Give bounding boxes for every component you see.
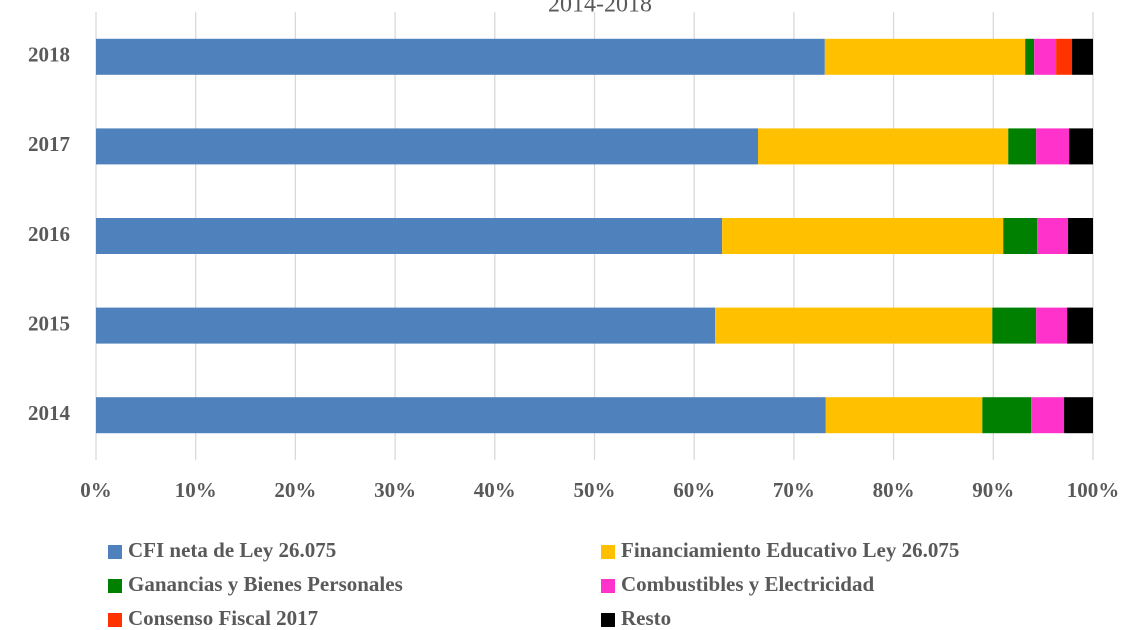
y-tick-label: 2015 bbox=[28, 311, 70, 335]
y-tick-label: 2018 bbox=[28, 43, 70, 67]
bar-segment bbox=[1067, 307, 1093, 344]
y-tick-label: 2014 bbox=[28, 401, 71, 425]
legend-label: Combustibles y Electricidad bbox=[621, 572, 874, 596]
legend-label: CFI neta de Ley 26.075 bbox=[128, 538, 336, 562]
bar-segment bbox=[1037, 218, 1069, 254]
x-tick-label: 50% bbox=[574, 478, 616, 502]
x-tick-label: 20% bbox=[274, 478, 316, 502]
bar-segment bbox=[1036, 307, 1068, 344]
legend-swatch bbox=[108, 545, 122, 559]
bar-segment bbox=[722, 218, 1004, 254]
bar-segment bbox=[1068, 218, 1093, 254]
bar-segment bbox=[96, 397, 826, 434]
x-tick-label: 0% bbox=[80, 478, 112, 502]
legend-label: Resto bbox=[621, 606, 671, 630]
x-tick-label: 40% bbox=[474, 478, 516, 502]
legend-swatch bbox=[601, 613, 615, 627]
bar-segment bbox=[96, 307, 716, 344]
bar-segment bbox=[1034, 38, 1057, 75]
bar-segment bbox=[96, 128, 759, 165]
legend-label: Consenso Fiscal 2017 bbox=[128, 606, 318, 630]
legend-swatch bbox=[108, 613, 122, 627]
bar-segment bbox=[1064, 397, 1093, 434]
bar-segment bbox=[96, 218, 723, 254]
bar-segment bbox=[1025, 38, 1035, 75]
bar-segment bbox=[824, 38, 1026, 75]
bar-segment bbox=[1003, 218, 1038, 254]
y-tick-label: 2017 bbox=[28, 132, 70, 156]
bar-segment bbox=[1069, 128, 1093, 165]
bar-segment bbox=[1031, 397, 1065, 434]
bar-segment bbox=[1036, 128, 1070, 165]
legend-label: Financiamiento Educativo Ley 26.075 bbox=[621, 538, 959, 562]
x-tick-label: 90% bbox=[972, 478, 1014, 502]
bar-segment bbox=[758, 128, 1009, 165]
x-tick-label: 100% bbox=[1067, 478, 1120, 502]
bar-segment bbox=[992, 307, 1037, 344]
legend-swatch bbox=[601, 545, 615, 559]
bar-segment bbox=[1072, 38, 1093, 75]
x-tick-label: 80% bbox=[873, 478, 915, 502]
x-tick-label: 60% bbox=[673, 478, 715, 502]
bar-segment bbox=[1008, 128, 1037, 165]
x-tick-label: 10% bbox=[175, 478, 217, 502]
legend-label: Ganancias y Bienes Personales bbox=[128, 572, 403, 596]
bar-segment bbox=[825, 397, 983, 434]
x-tick-label: 70% bbox=[773, 478, 815, 502]
legend-swatch bbox=[601, 579, 615, 593]
y-tick-label: 2016 bbox=[28, 222, 70, 246]
bar-segment bbox=[96, 38, 825, 75]
x-tick-label: 30% bbox=[374, 478, 416, 502]
legend-swatch bbox=[108, 579, 122, 593]
bar-segment bbox=[982, 397, 1032, 434]
chart-title: 2014-2018 bbox=[548, 0, 652, 18]
bar-segment bbox=[715, 307, 993, 344]
bar-segment bbox=[1056, 38, 1073, 75]
